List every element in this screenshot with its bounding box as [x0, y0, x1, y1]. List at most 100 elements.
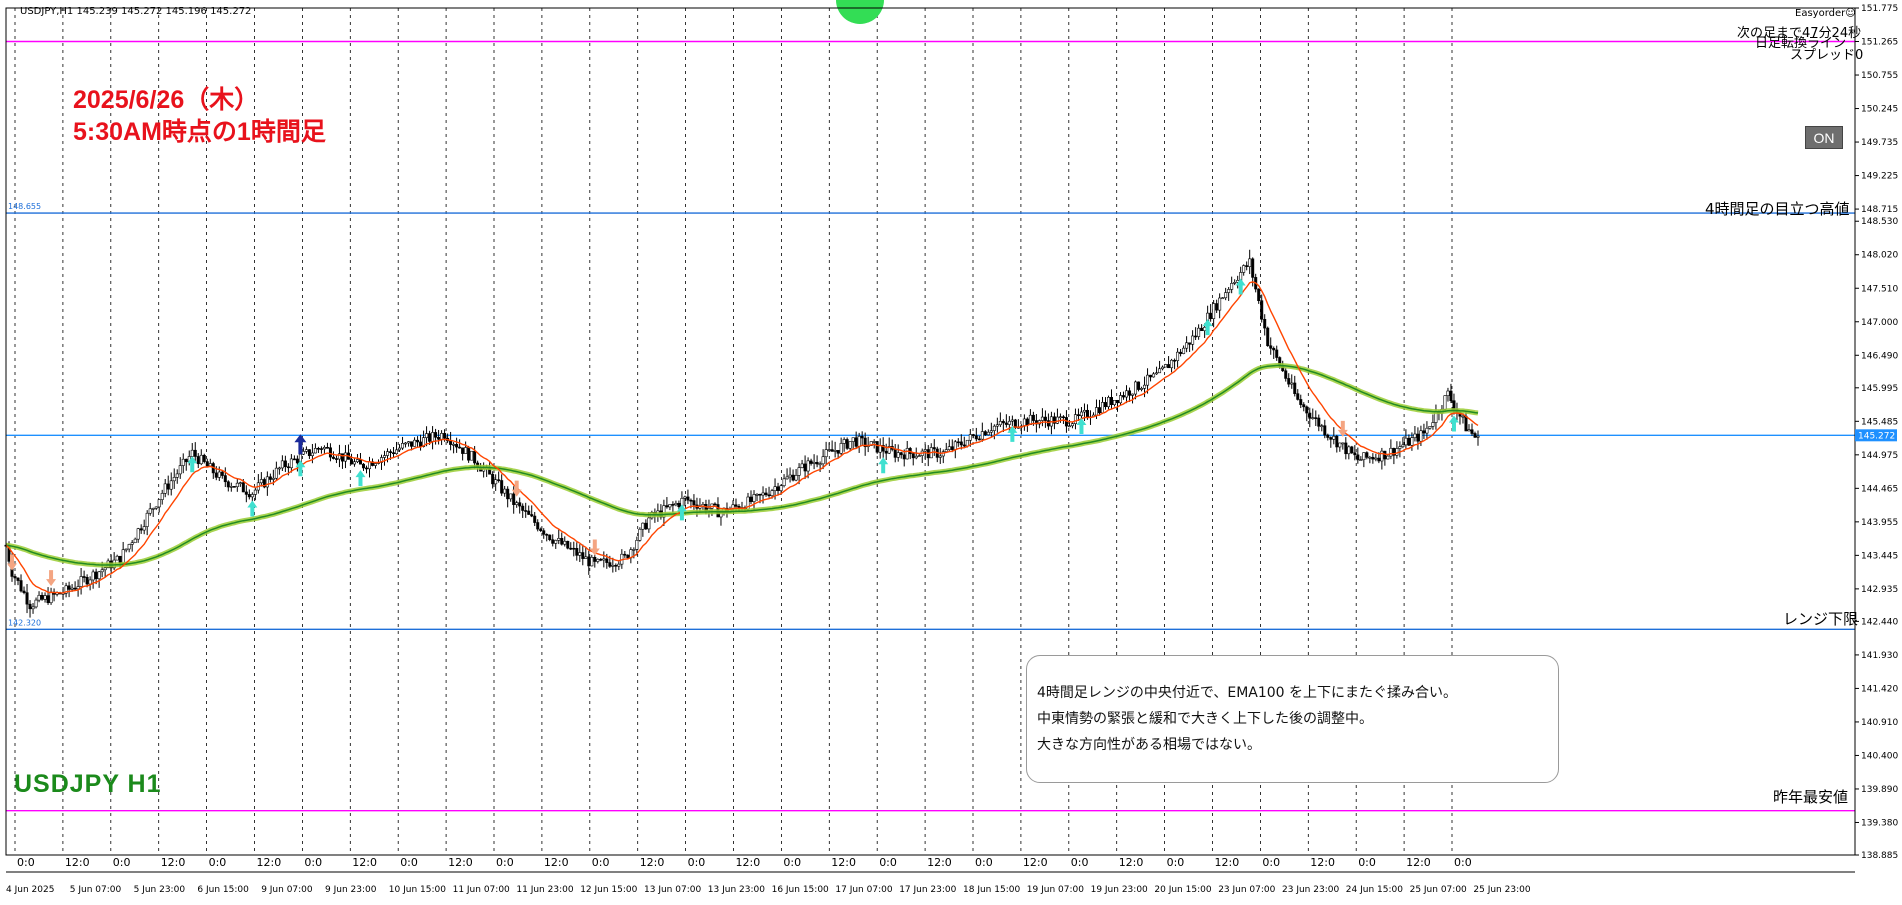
candle-body: [1473, 433, 1477, 438]
current-price-label: 145.272: [1858, 431, 1895, 441]
on-toggle-button[interactable]: ON: [1805, 126, 1843, 149]
candle-body: [692, 500, 696, 506]
y-tick-label: 146.490: [1861, 351, 1898, 361]
note-line-1: 4時間足レンジの中央付近で、EMA100 を上下にまたぐ揉み合い。: [1037, 685, 1458, 701]
candle-body: [578, 552, 582, 556]
candle-body: [776, 486, 780, 491]
x-date-label: 17 Jun 23:00: [899, 885, 956, 895]
candle-body: [956, 441, 960, 444]
candle-body: [968, 434, 972, 441]
candle-body: [548, 534, 552, 540]
candle-body: [13, 576, 17, 579]
candle-body: [238, 482, 242, 484]
candle-body: [1404, 437, 1408, 446]
candle-body: [524, 510, 528, 512]
candle-body: [1052, 416, 1056, 424]
easyorder-label[interactable]: Easyorder☺: [1795, 8, 1856, 19]
candle-body: [665, 505, 669, 508]
candle-body: [217, 471, 221, 478]
candle-body: [145, 512, 149, 527]
x-tick-label: 12:0: [1215, 856, 1240, 869]
ema100-glow: [5, 363, 1479, 568]
label-4h-high: 4時間足の目立つ高値: [1705, 200, 1850, 218]
candle-body: [497, 479, 501, 481]
candle-body: [1284, 370, 1288, 379]
x-date-label: 16 Jun 15:00: [772, 885, 829, 895]
candle-body: [782, 478, 786, 487]
candle-body: [1374, 457, 1378, 460]
candle-body: [313, 447, 317, 454]
candle-body: [1347, 446, 1351, 455]
candle-body: [1004, 422, 1008, 425]
candle-body: [37, 594, 41, 601]
note-line-3: 大きな方向性がある相場ではない。: [1037, 737, 1261, 753]
candle-body: [1326, 434, 1330, 438]
candle-body: [1317, 417, 1321, 427]
candle-body: [67, 585, 71, 590]
candle-body: [367, 461, 371, 470]
label-last-year-low: 昨年最安値: [1773, 788, 1849, 806]
candle-body: [500, 480, 504, 494]
candle-body: [280, 460, 284, 469]
x-date-label: 10 Jun 15:00: [389, 885, 446, 895]
candle-body: [686, 496, 690, 501]
candle-body: [518, 502, 522, 507]
candle-body: [374, 463, 378, 466]
candle-body: [983, 431, 987, 436]
horizontal-line-label: 148.655: [8, 202, 41, 211]
y-tick-label: 148.715: [1861, 205, 1898, 215]
x-tick-label: 0:0: [1071, 856, 1089, 869]
ema-fast-line: [5, 281, 1479, 594]
candle-body: [1443, 395, 1447, 410]
symbol-title: USDJPY H1: [14, 770, 162, 798]
x-date-label: 4 Jun 2025: [6, 885, 54, 895]
candle-body: [1467, 429, 1471, 432]
candle-body: [1380, 450, 1384, 462]
buy-arrow-icon: [1448, 415, 1459, 432]
candle-body: [917, 455, 921, 457]
candle-body: [944, 449, 948, 452]
candle-body: [1248, 258, 1252, 267]
candle-body: [986, 431, 990, 436]
candle-body: [938, 455, 942, 458]
candle-body: [103, 567, 107, 571]
candle-body: [839, 443, 843, 454]
candle-body: [1446, 390, 1450, 396]
x-tick-label: 12:0: [640, 856, 665, 869]
candle-body: [467, 447, 471, 461]
candle-body: [1046, 420, 1050, 427]
candle-body: [1125, 390, 1129, 398]
x-tick-label: 0:0: [688, 856, 706, 869]
candle-body: [545, 534, 549, 536]
candle-body: [316, 447, 320, 450]
candle-body: [830, 449, 834, 452]
candle-body: [1040, 416, 1044, 421]
candle-body: [473, 450, 477, 464]
candle-body: [470, 450, 474, 461]
y-tick-label: 145.485: [1861, 417, 1898, 427]
candle-body: [437, 437, 441, 440]
candles: [4, 249, 1480, 618]
candle-body: [124, 548, 128, 551]
candle-body: [286, 466, 290, 469]
x-tick-label: 0:0: [209, 856, 227, 869]
candle-body: [932, 447, 936, 450]
candle-body: [752, 494, 756, 502]
candle-body: [322, 447, 326, 450]
candle-body: [815, 461, 819, 465]
y-tick-label: 138.885: [1861, 851, 1898, 861]
candle-body: [85, 576, 89, 585]
candle-body: [40, 594, 44, 600]
candle-body: [292, 458, 296, 461]
candle-body: [1116, 399, 1120, 404]
candle-body: [1155, 372, 1159, 375]
candle-body: [1106, 397, 1110, 408]
candle-body: [1103, 402, 1107, 408]
x-date-label: 23 Jun 23:00: [1282, 885, 1339, 895]
buy-arrow-icon: [1202, 319, 1213, 336]
x-tick-label: 12:0: [257, 856, 282, 869]
candle-body: [1215, 303, 1219, 311]
y-tick-label: 144.975: [1861, 451, 1898, 461]
